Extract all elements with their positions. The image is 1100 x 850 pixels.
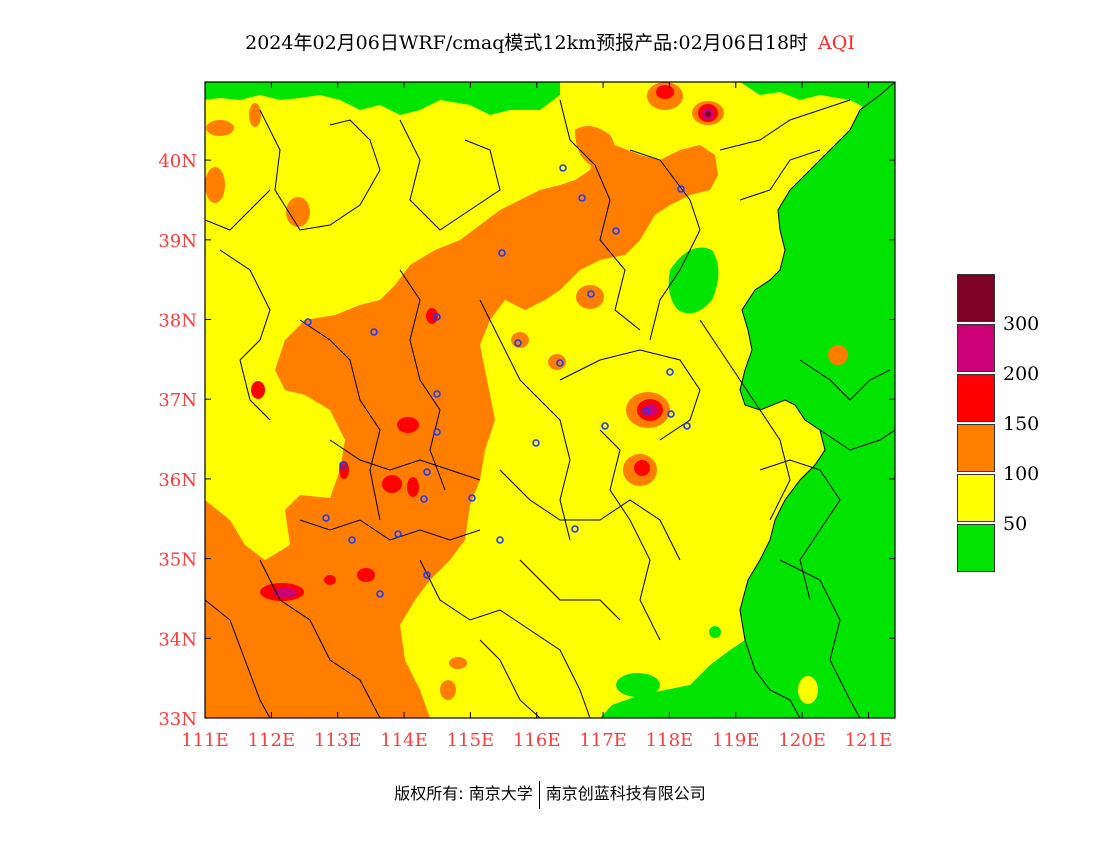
legend-label-100: 100: [1003, 463, 1040, 485]
good-area-east: [740, 82, 895, 718]
legend-label-150: 150: [1003, 413, 1040, 435]
map-title: 2024年02月06日WRF/cmaq模式12km预报产品:02月06日18时 A…: [0, 28, 1100, 55]
variable-label: AQI: [818, 32, 855, 54]
legend-label-50: 50: [1003, 513, 1028, 535]
company-text: 南京创蓝科技有限公司: [545, 784, 706, 803]
usg-patch-2: [286, 197, 310, 227]
unhealthy-spot-1: [251, 381, 265, 399]
usg-patch-5: [249, 103, 261, 127]
lat-label-1: 34N: [158, 629, 197, 650]
lat-label-2: 35N: [158, 550, 197, 571]
lon-label-2: 113E: [314, 730, 362, 751]
aqi-field: [205, 82, 895, 718]
good-patch-small: [709, 626, 721, 638]
lon-label-0: 111E: [181, 730, 229, 751]
lat-label-7: 40N: [158, 151, 197, 172]
usg-patch-4: [206, 120, 234, 136]
lon-label-4: 115E: [447, 730, 495, 751]
legend-swatch-4: [957, 474, 995, 522]
legend-swatch-1: [957, 324, 995, 372]
boundaries: [205, 99, 895, 718]
title-text: 2024年02月06日WRF/cmaq模式12km预报产品:02月06日18时: [245, 32, 809, 54]
legend-swatch-0: [957, 274, 995, 322]
lat-label-0: 33N: [158, 709, 197, 730]
lon-label-10: 121E: [845, 730, 893, 751]
lon-label-5: 116E: [513, 730, 561, 751]
unhealthy-spot-4: [382, 475, 402, 493]
unhealthy-spot-8: [324, 575, 336, 585]
legend-swatch-5: [957, 524, 995, 572]
very-unhealthy-spot-1: [273, 588, 297, 598]
unhealthy-spot-7: [357, 568, 375, 582]
hazardous-spot-1: [705, 111, 711, 117]
good-area-northeast: [740, 82, 895, 110]
good-area-bohai: [668, 247, 719, 314]
unhealthy-spot-13: [656, 85, 674, 99]
legend-label-200: 200: [1003, 363, 1040, 385]
usg-area-main: [205, 145, 718, 718]
coastline: [739, 82, 895, 718]
usg-patch-1: [342, 326, 378, 354]
unhealthy-spot-2: [426, 308, 438, 324]
good-area-south: [600, 640, 800, 718]
latitude-labels: 33N 34N 35N 36N 37N 38N 39N 40N: [158, 151, 197, 730]
lon-label-3: 114E: [380, 730, 428, 751]
usg-patch-16: [470, 229, 510, 261]
usg-patch-3: [205, 167, 225, 203]
lat-label-4: 37N: [158, 390, 197, 411]
usg-patch-11: [828, 345, 848, 365]
plot-frame: [204, 81, 896, 719]
usg-patch-15: [440, 680, 456, 700]
unhealthy-spot-3: [397, 417, 419, 433]
copyright-text: 版权所有: 南京大学: [394, 784, 533, 803]
station-markers: [304, 164, 691, 598]
good-area-north: [205, 82, 560, 115]
unhealthy-spot-11: [634, 460, 650, 476]
usg-patch-14: [449, 657, 467, 669]
legend-label-300: 300: [1003, 313, 1040, 335]
axis-ticks: [204, 82, 895, 719]
lon-label-7: 118E: [646, 730, 694, 751]
lat-label-6: 39N: [158, 231, 197, 252]
lon-label-9: 120E: [778, 730, 826, 751]
unhealthy-spot-5: [407, 477, 419, 497]
legend-swatch-2: [957, 374, 995, 422]
lon-label-6: 117E: [579, 730, 627, 751]
lon-label-8: 119E: [712, 730, 760, 751]
longitude-labels: 111E 112E 113E 114E 115E 116E 117E 118E 119E 120E…: [181, 730, 892, 751]
moderate-patch-east: [798, 676, 818, 704]
aqi-legend: [957, 274, 995, 572]
footer-separator: [538, 780, 540, 809]
legend-swatch-3: [957, 424, 995, 472]
lat-label-5: 38N: [158, 311, 197, 332]
lat-label-3: 36N: [158, 470, 197, 491]
footer: 版权所有: 南京大学 南京创蓝科技有限公司: [0, 780, 1100, 809]
good-patch-south: [616, 673, 660, 697]
lon-label-1: 112E: [248, 730, 296, 751]
